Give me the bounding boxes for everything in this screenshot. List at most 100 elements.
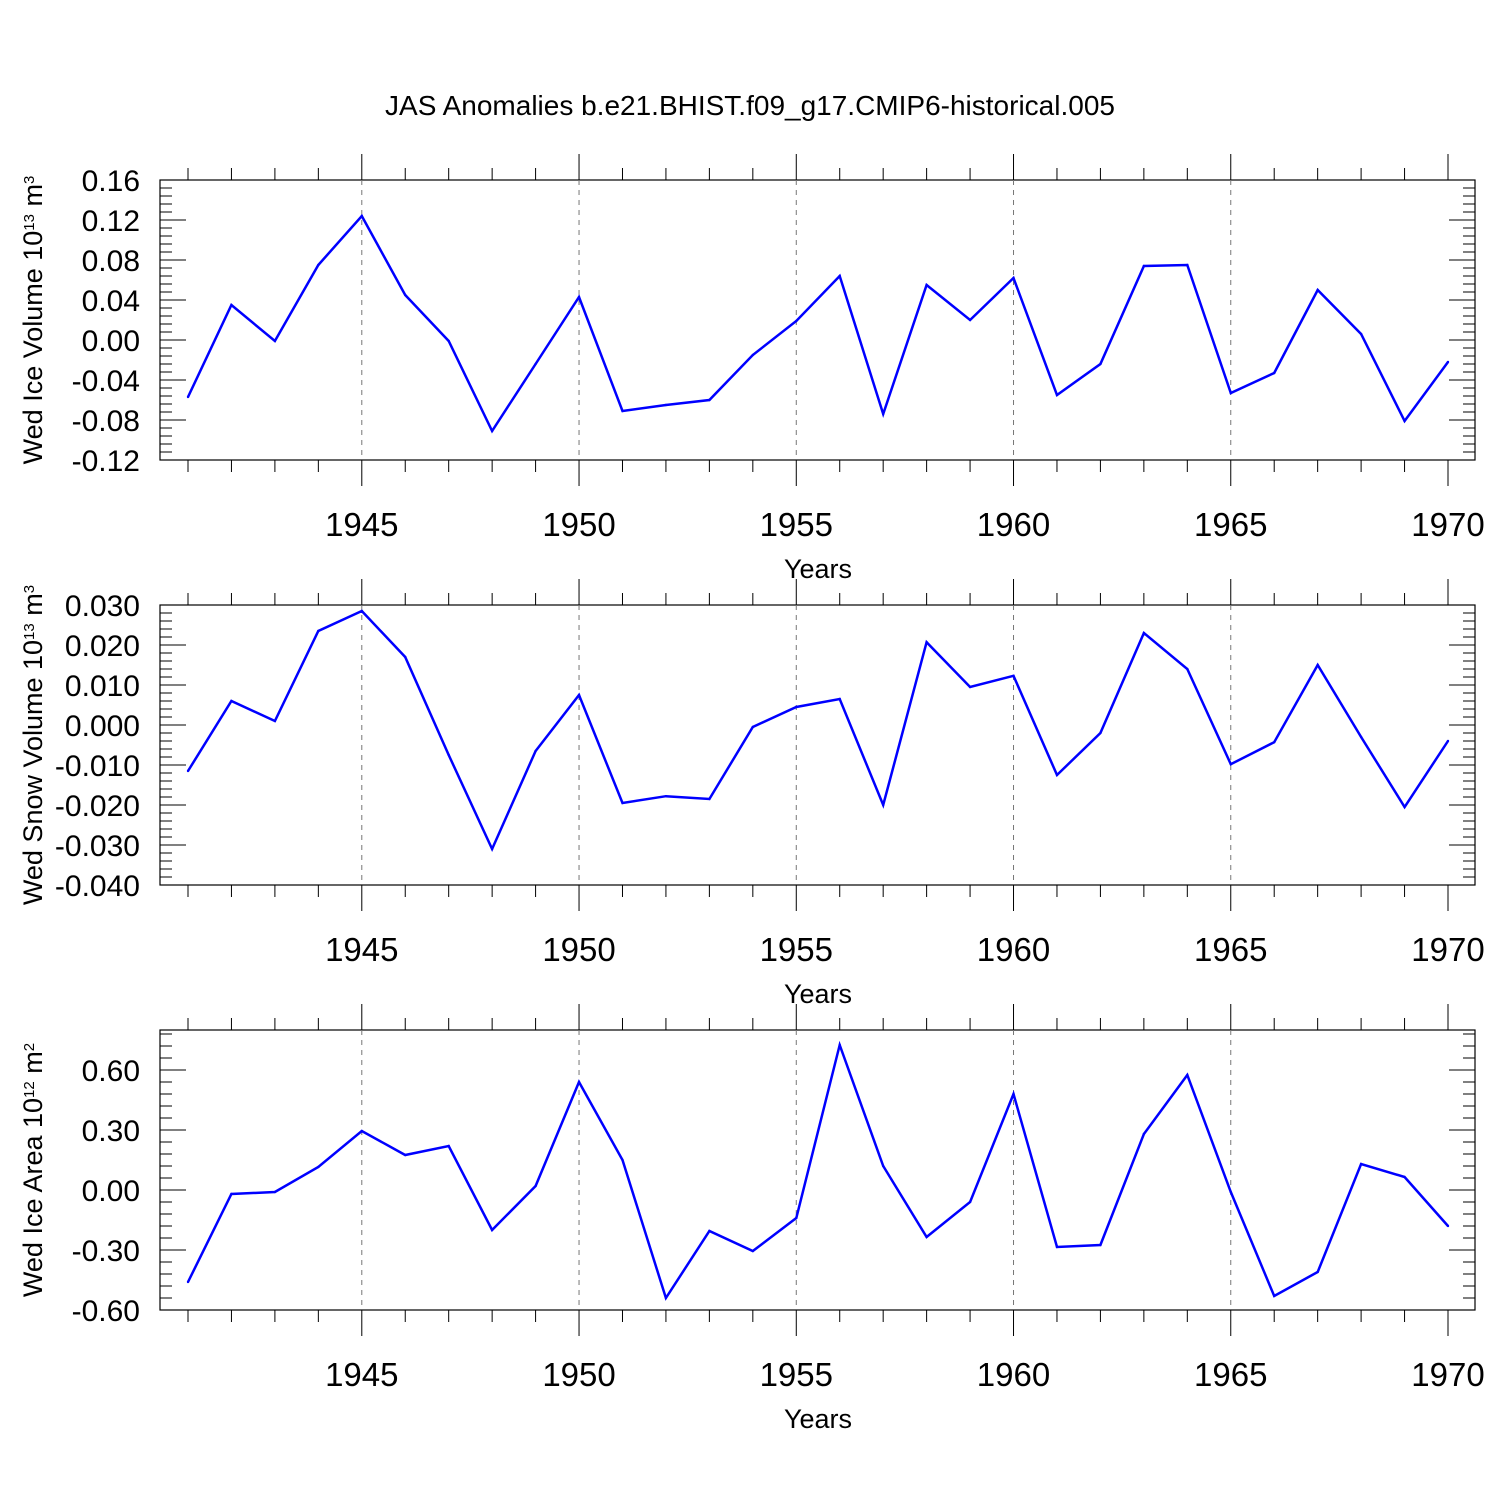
data-point: [404, 655, 407, 659]
data-point: [230, 1192, 233, 1196]
data-point: [968, 1200, 972, 1204]
data-point: [621, 1158, 624, 1162]
x-axis-label: Years: [784, 1404, 852, 1434]
data-point: [1099, 1243, 1102, 1247]
y-tick-label: 0.020: [65, 630, 140, 663]
x-tick-label: 1945: [325, 506, 398, 543]
data-point: [795, 705, 798, 709]
y-axis-label: Wed Ice Volume 1013 m3: [18, 176, 48, 465]
data-point: [1403, 419, 1406, 423]
data-point: [881, 803, 885, 807]
data-point: [795, 1216, 798, 1220]
data-point: [317, 263, 320, 267]
y-tick-label: 0.60: [82, 1055, 140, 1088]
plot-frame: [159, 179, 1476, 461]
x-tick-label: 1960: [977, 506, 1050, 543]
x-tick-label: 1960: [977, 1356, 1050, 1393]
y-axis-label: Wed Snow Volume 1013 m3: [18, 585, 48, 905]
data-point: [1012, 1092, 1015, 1096]
data-point: [1403, 805, 1406, 809]
y-tick-label: 0.000: [65, 710, 140, 743]
data-point: [186, 395, 190, 399]
x-tick-label: 1945: [325, 1356, 398, 1393]
data-point: [795, 319, 798, 323]
data-point: [317, 1165, 320, 1169]
plot-frame: [159, 604, 1476, 886]
data-point: [1273, 741, 1276, 744]
x-tick-label: 1950: [542, 1356, 615, 1393]
data-point: [1446, 739, 1450, 743]
y-tick-label: -0.030: [55, 830, 140, 863]
data-point: [1012, 674, 1015, 677]
data-point: [925, 1235, 928, 1239]
data-point: [925, 283, 928, 287]
y-tick-label: -0.04: [72, 365, 140, 398]
data-point: [447, 1144, 450, 1148]
series-line: [186, 213, 1450, 434]
y-axis-label-superscript: 2: [21, 1043, 38, 1051]
data-point: [1142, 264, 1146, 268]
y-tick-label: 0.08: [82, 245, 140, 278]
data-point: [447, 339, 450, 343]
x-tick-label: 1970: [1411, 1356, 1484, 1393]
data-point: [708, 1229, 711, 1233]
data-point: [490, 1228, 494, 1232]
y-tick-label: -0.60: [72, 1295, 140, 1328]
y-axis-label-superscript: 13: [21, 214, 38, 231]
chart-panel-3: -0.60 -0.30 0.00 0.30 0.60 1945 1950 1955 1960 19…: [18, 1004, 1485, 1434]
x-tick-label: 1955: [760, 931, 833, 968]
panels: -0.12 -0.08 -0.04 0.00 0.04 0.08 0.12 0.16 1945 1…: [18, 154, 1485, 1434]
data-point: [751, 725, 755, 729]
data-point: [925, 641, 928, 644]
data-point: [1359, 1162, 1363, 1166]
y-axis-label-superscript: 13: [21, 623, 38, 640]
data-point: [881, 1164, 885, 1168]
data-point: [1359, 735, 1363, 739]
y-tick-label: -0.040: [55, 870, 140, 903]
x-tick-label: 1945: [325, 931, 398, 968]
data-point: [577, 295, 581, 299]
plot-frame: [159, 1029, 1476, 1311]
x-tick-label: 1965: [1194, 1356, 1267, 1393]
data-point: [1055, 773, 1059, 777]
y-tick-label: 0.12: [82, 205, 140, 238]
data-point: [968, 685, 972, 689]
data-point: [1229, 391, 1232, 395]
data-point: [360, 609, 363, 613]
data-point: [186, 769, 190, 773]
data-point: [577, 1080, 581, 1084]
data-point: [490, 429, 494, 433]
data-point: [621, 801, 624, 805]
data-point: [360, 1129, 363, 1133]
y-axis-label-superscript: 3: [21, 585, 38, 593]
x-tick-label: 1970: [1411, 506, 1484, 543]
data-point: [404, 293, 407, 297]
figure-title: JAS Anomalies b.e21.BHIST.f09_g17.CMIP6-…: [385, 90, 1115, 121]
x-tick-label: 1960: [977, 931, 1050, 968]
data-point: [1186, 263, 1189, 267]
y-tick-label: 0.16: [82, 165, 140, 198]
data-point: [317, 629, 320, 633]
data-point: [273, 719, 277, 723]
chart-panel-1: -0.12 -0.08 -0.04 0.00 0.04 0.08 0.12 0.16 1945 1…: [18, 154, 1485, 584]
y-tick-label: 0.00: [82, 1175, 140, 1208]
data-point: [534, 362, 537, 366]
data-point: [1186, 1073, 1189, 1077]
y-tick-label: -0.12: [72, 445, 140, 478]
data-point: [664, 795, 668, 798]
y-tick-label: -0.08: [72, 405, 140, 438]
data-point: [838, 1043, 841, 1047]
series-line: [186, 1040, 1449, 1301]
data-point: [577, 693, 581, 697]
data-point: [664, 1296, 668, 1300]
data-point: [1099, 731, 1102, 735]
data-point: [447, 753, 450, 757]
data-point: [881, 412, 885, 416]
y-tick-label: -0.020: [55, 790, 140, 823]
x-tick-label: 1965: [1194, 931, 1267, 968]
data-point: [273, 1190, 277, 1194]
data-point: [751, 1249, 755, 1253]
y-tick-label: 0.04: [82, 285, 140, 318]
data-point: [230, 699, 233, 703]
data-point: [534, 749, 537, 753]
